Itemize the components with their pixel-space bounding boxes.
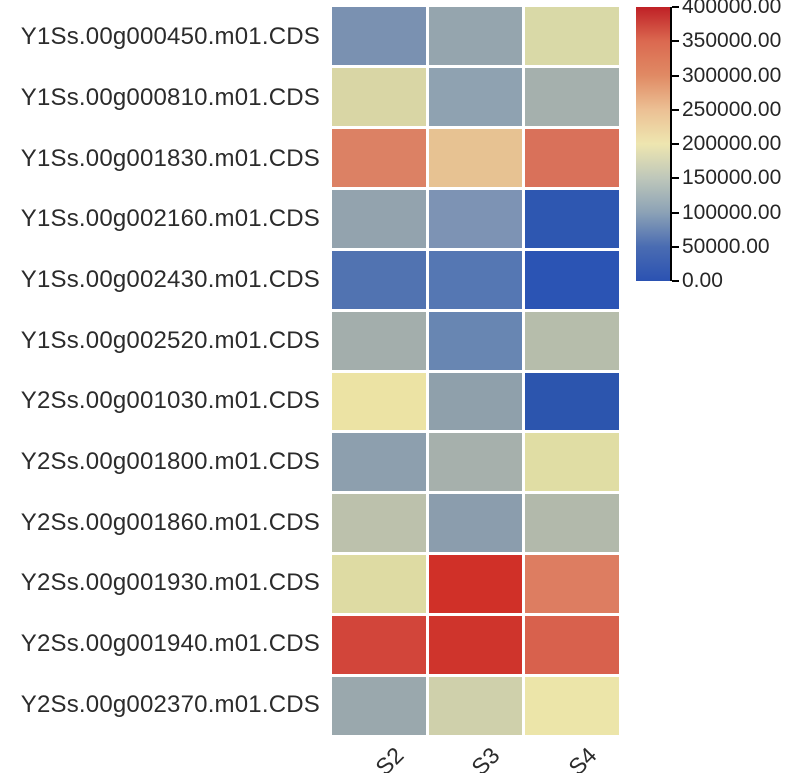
column-label: S2	[369, 742, 409, 773]
colorbar-gradient	[636, 7, 672, 281]
colorbar-tick-mark	[672, 74, 679, 77]
heatmap-cell	[332, 433, 426, 492]
heatmap-cell	[428, 67, 523, 126]
colorbar-tick-label: 350000.00	[682, 29, 782, 53]
heatmap-cell	[428, 494, 523, 553]
colorbar-tick-mark	[672, 177, 679, 180]
heatmap-grid	[332, 7, 619, 735]
column-label: S3	[466, 742, 505, 773]
colorbar-tick-label: 50000.00	[682, 234, 770, 258]
colorbar-tick-label: 100000.00	[682, 200, 782, 224]
colorbar-tick-mark	[672, 40, 679, 43]
row-label: Y1Ss.00g000450.m01.CDS	[20, 23, 320, 51]
colorbar-tick-label: 300000.00	[682, 63, 782, 87]
colorbar-tick-label: 200000.00	[682, 132, 782, 155]
heatmap-cell	[428, 372, 523, 431]
row-label-axis: Y1Ss.00g000450.m01.CDS Y1Ss.00g000810.m01…	[0, 7, 320, 735]
colorbar-tick-label: 400000.00	[682, 0, 782, 18]
colorbar-tick-mark	[672, 108, 679, 111]
heatmap-cell	[428, 433, 523, 492]
row-label: Y1Ss.00g002160.m01.CDS	[20, 205, 320, 233]
row-label: Y2Ss.00g001860.m01.CDS	[20, 508, 320, 536]
heatmap-cell	[332, 128, 426, 187]
row-label: Y2Ss.00g001800.m01.CDS	[20, 448, 320, 476]
row-label: Y1Ss.00g001830.m01.CDS	[20, 144, 320, 172]
row-label: Y2Ss.00g001940.m01.CDS	[20, 630, 320, 658]
heatmap-cell	[525, 616, 619, 675]
row-label: Y1Ss.00g000810.m01.CDS	[20, 84, 320, 111]
row-label: Y2Ss.00g001030.m01.CDS	[20, 387, 320, 415]
colorbar-tick-label: 150000.00	[682, 166, 782, 190]
heatmap-cell	[332, 250, 426, 309]
heatmap-cell	[525, 677, 619, 735]
heatmap-cell	[428, 616, 523, 675]
heatmap-cell	[332, 372, 426, 431]
row-label: Y1Ss.00g002520.m01.CDS	[20, 326, 320, 354]
colorbar-tick-label: 250000.00	[682, 97, 782, 121]
colorbar-tick-mark	[672, 280, 679, 282]
heatmap-cell	[428, 555, 523, 614]
heatmap-cell	[332, 311, 426, 370]
row-label: Y1Ss.00g002430.m01.CDS	[20, 266, 320, 294]
heatmap-cell	[525, 494, 619, 553]
colorbar-tick-mark	[672, 245, 679, 248]
heatmap-cell	[332, 677, 426, 735]
heatmap-cell	[525, 433, 619, 492]
heatmap-cell	[525, 555, 619, 614]
heatmap-cell	[428, 250, 523, 309]
heatmap-cell	[332, 555, 426, 614]
heatmap-cell	[332, 7, 426, 65]
heatmap-cell	[525, 128, 619, 187]
colorbar-tick-label: 0.00	[682, 269, 723, 292]
heatmap-cell	[428, 189, 523, 248]
heatmap-cell	[332, 189, 426, 248]
heatmap-cell	[525, 250, 619, 309]
heatmap-cell	[428, 128, 523, 187]
row-label: Y2Ss.00g002370.m01.CDS	[20, 690, 320, 718]
heatmap-cell	[428, 7, 523, 65]
heatmap-cell	[332, 616, 426, 675]
heatmap-cell	[332, 67, 426, 126]
row-label: Y2Ss.00g001930.m01.CDS	[20, 569, 320, 597]
heatmap-cell	[525, 189, 619, 248]
heatmap-cell	[332, 494, 426, 553]
colorbar-tick-mark	[672, 143, 679, 145]
heatmap-cell	[428, 311, 523, 370]
colorbar-tick-mark	[672, 6, 679, 8]
column-label: S4	[563, 742, 602, 773]
heatmap-cell	[525, 311, 619, 370]
heatmap-cell	[525, 7, 619, 65]
colorbar-tick-mark	[672, 211, 679, 214]
heatmap-cell	[525, 372, 619, 431]
heatmap-cell	[428, 677, 523, 735]
heatmap-cell	[525, 67, 619, 126]
